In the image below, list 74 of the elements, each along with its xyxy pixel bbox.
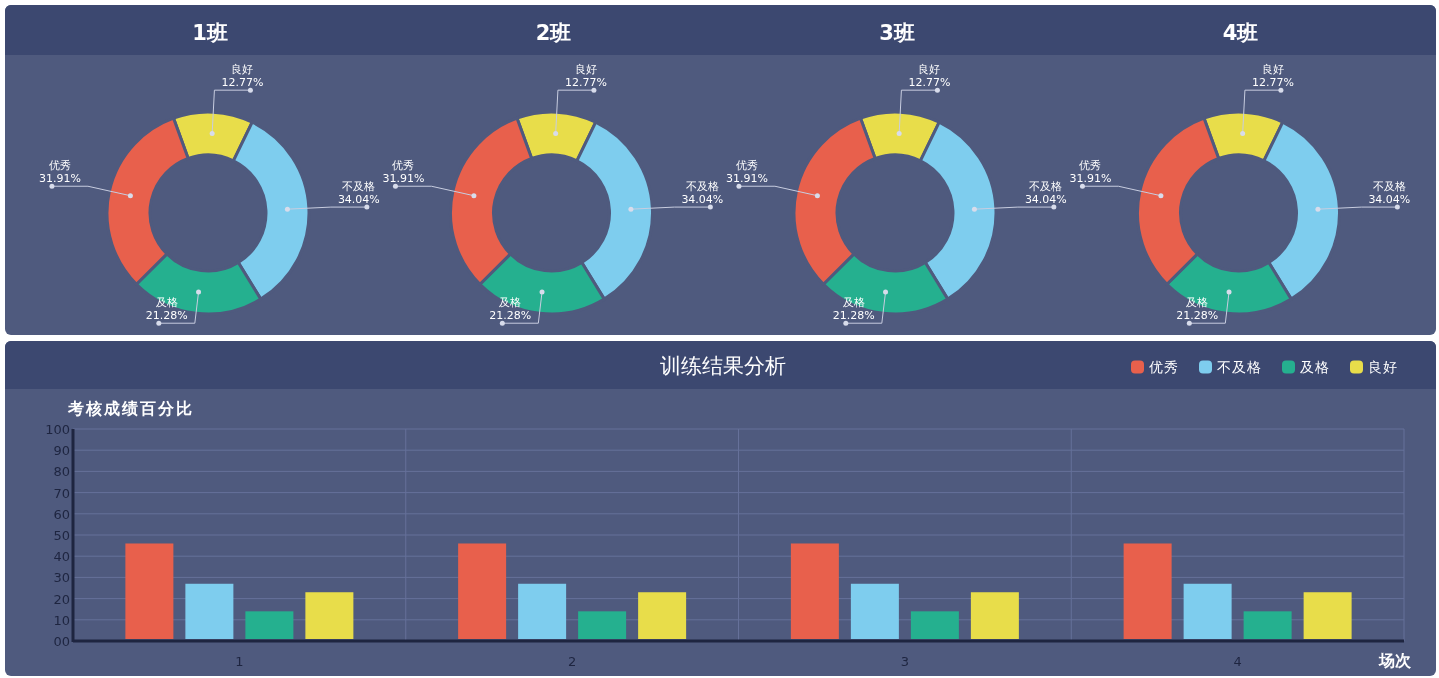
- x-axis-title: 场次: [1378, 651, 1412, 670]
- slice-label: 及格: [1186, 296, 1209, 310]
- chart-title: 1班: [192, 21, 228, 45]
- legend-label: 良好: [1368, 359, 1398, 375]
- slice-label: 不及格: [1372, 180, 1406, 194]
- bar: [185, 583, 234, 639]
- legend-label: 优秀: [1149, 359, 1179, 375]
- x-tick-label: 2: [567, 654, 577, 669]
- slice-label: 及格: [155, 296, 178, 310]
- data-label: 31.91%: [38, 172, 81, 186]
- chart-title: 训练结果分析: [660, 354, 786, 378]
- slice-label: 及格: [499, 296, 522, 310]
- slice-label: 不及格: [342, 180, 376, 194]
- bar: [125, 543, 174, 639]
- y-axis-title: 考核成绩百分比: [67, 399, 194, 418]
- chart-title: 4班: [1222, 21, 1259, 45]
- slice-label: 优秀: [392, 159, 415, 173]
- slice-label: 优秀: [735, 159, 758, 173]
- data-label: 31.91%: [1069, 172, 1112, 186]
- legend-label: 及格: [1300, 359, 1330, 375]
- bar: [850, 583, 899, 639]
- y-tick-label: 00: [53, 634, 70, 649]
- data-label: 21.28%: [1176, 309, 1219, 323]
- x-tick-label: 3: [900, 654, 910, 669]
- bar: [1123, 543, 1172, 639]
- data-label: 12.77%: [221, 76, 264, 90]
- data-label: 21.28%: [832, 309, 875, 323]
- bar: [638, 592, 687, 639]
- slice-label: 良好: [231, 63, 254, 77]
- data-label: 21.28%: [489, 309, 532, 323]
- y-tick-label: 100: [45, 422, 70, 437]
- data-label: 31.91%: [382, 172, 425, 186]
- bar: [305, 592, 354, 639]
- bar: [970, 592, 1019, 639]
- bar: [578, 611, 627, 639]
- bar: [1183, 583, 1232, 639]
- data-label: 12.77%: [564, 76, 607, 90]
- x-tick-label: 4: [1233, 654, 1242, 669]
- bar: [1303, 592, 1352, 639]
- legend-label: 不及格: [1217, 359, 1262, 375]
- y-tick-label: 40: [53, 549, 70, 565]
- data-label: 34.04%: [1024, 193, 1067, 207]
- y-tick-label: 80: [53, 464, 70, 480]
- y-tick-label: 50: [53, 528, 70, 543]
- data-label: 12.77%: [1251, 76, 1294, 90]
- bar: [458, 543, 507, 639]
- slice-label: 及格: [842, 296, 865, 310]
- y-tick-label: 70: [53, 485, 70, 501]
- bar: [1243, 611, 1292, 639]
- slice-label: 不及格: [685, 180, 719, 194]
- bar: [518, 583, 567, 639]
- slice-label: 良好: [918, 63, 941, 77]
- data-label: 34.04%: [337, 193, 380, 207]
- y-tick-label: 30: [53, 570, 70, 586]
- x-tick-label: 1: [235, 654, 244, 669]
- slice-label: 优秀: [48, 159, 71, 173]
- y-tick-label: 20: [53, 591, 70, 607]
- data-label: 31.91%: [725, 172, 768, 186]
- chart-title: 3班: [879, 21, 915, 45]
- chart-title: 2班: [535, 21, 572, 45]
- bar: [245, 611, 294, 639]
- slice-label: 优秀: [1079, 159, 1102, 173]
- bar: [790, 543, 839, 639]
- y-tick-label: 90: [53, 443, 70, 459]
- y-tick-label: 60: [53, 506, 70, 522]
- data-label: 34.04%: [1368, 193, 1411, 207]
- slice-label: 良好: [1261, 63, 1284, 77]
- data-label: 12.77%: [908, 76, 951, 90]
- slice-label: 不及格: [1029, 180, 1063, 194]
- data-label: 34.04%: [681, 193, 724, 207]
- data-label: 21.28%: [145, 309, 188, 323]
- slice-label: 良好: [574, 63, 597, 77]
- y-tick-label: 10: [53, 612, 70, 628]
- bar: [910, 611, 959, 639]
